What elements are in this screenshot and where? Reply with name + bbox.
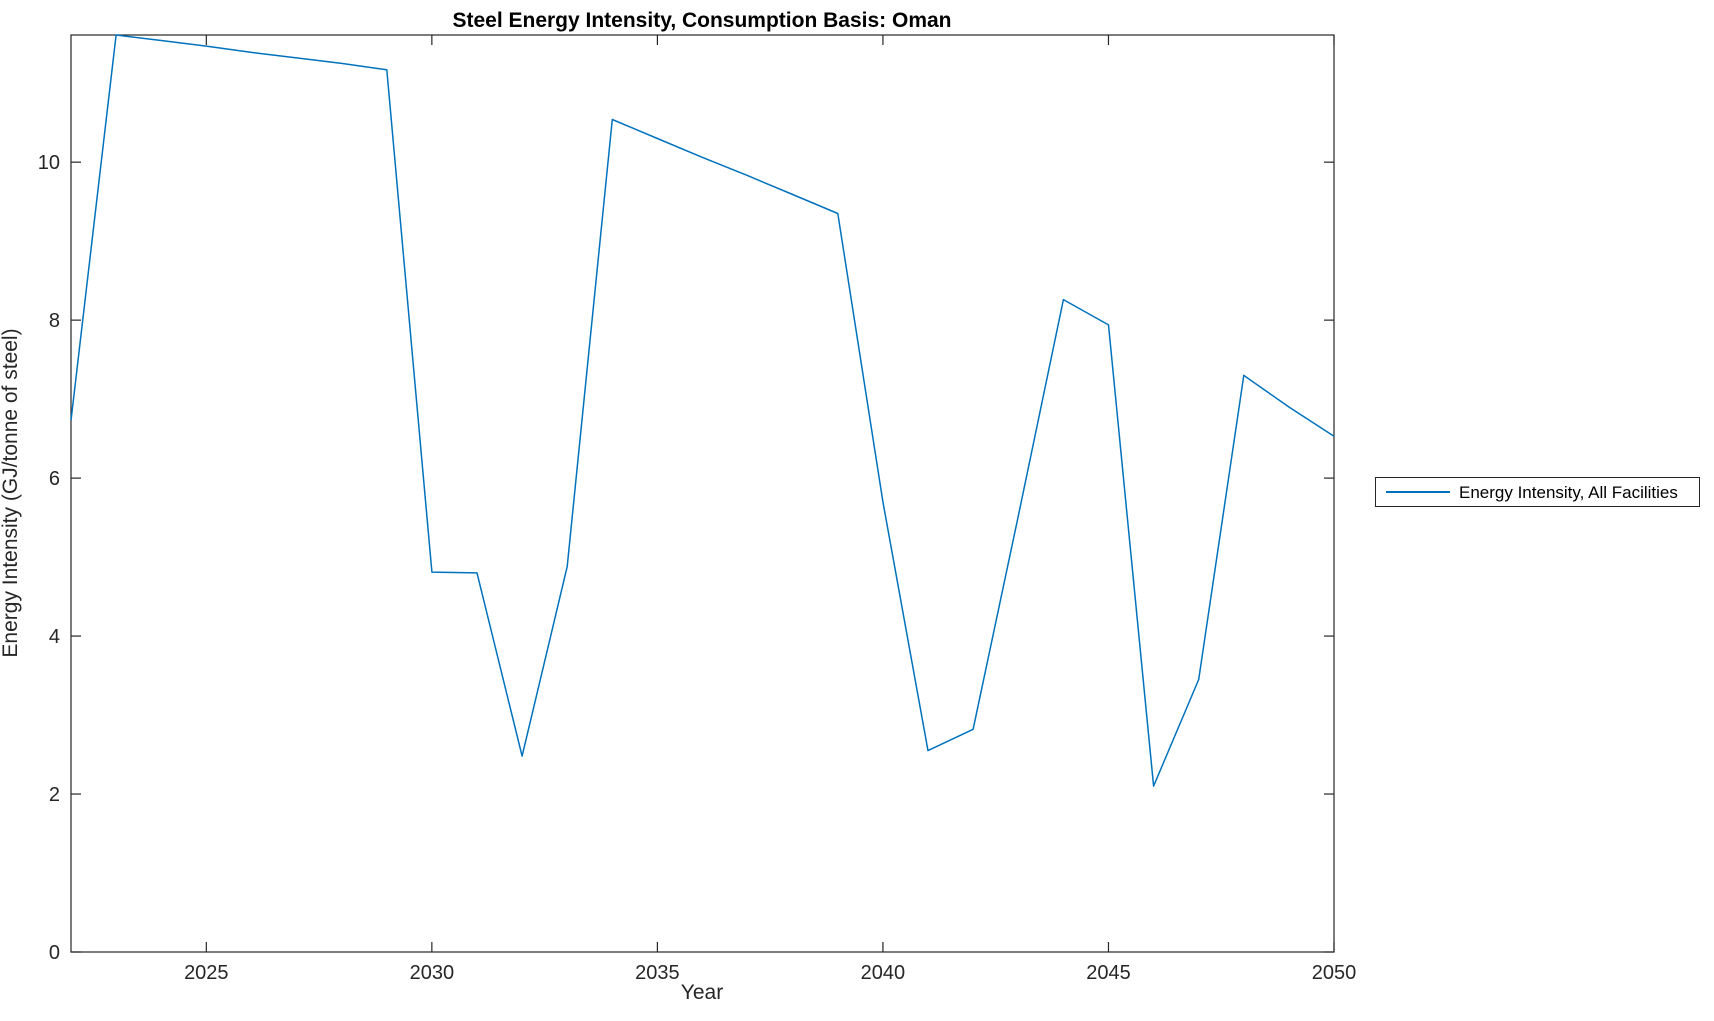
- x-tick-label: 2025: [184, 962, 229, 984]
- y-tick-label: 10: [38, 152, 60, 174]
- x-tick-label: 2035: [635, 962, 680, 984]
- axes-frame: [70, 34, 1335, 953]
- y-tick-label: 8: [49, 310, 60, 332]
- legend-item-label: Energy Intensity, All Facilities: [1459, 482, 1678, 502]
- x-tick-label: 2030: [410, 962, 455, 984]
- x-tick-label: 2040: [861, 962, 906, 984]
- legend-line-sample-icon: [1386, 491, 1450, 493]
- y-axis-label: Energy Intensity (GJ/tonne of steel): [0, 328, 22, 657]
- y-tick-label: 0: [49, 942, 60, 964]
- chart-title: Steel Energy Intensity, Consumption Basi…: [452, 9, 951, 32]
- legend: Energy Intensity, All Facilities: [1375, 477, 1700, 507]
- x-tick-label: 2045: [1086, 962, 1131, 984]
- x-tick-label: 2050: [1312, 962, 1357, 984]
- series-layer: [70, 34, 1335, 787]
- y-tick-label: 6: [49, 468, 60, 490]
- y-tick-label: 2: [49, 784, 60, 806]
- y-tick-label: 4: [49, 626, 60, 648]
- series-line-energy-intensity-all-facilities: [70, 34, 1335, 787]
- axes-layer: 2025 2030 2035 2040 2045 2050 0 2 4 6 8 10: [38, 34, 1357, 984]
- x-axis-label: Year: [681, 981, 723, 1004]
